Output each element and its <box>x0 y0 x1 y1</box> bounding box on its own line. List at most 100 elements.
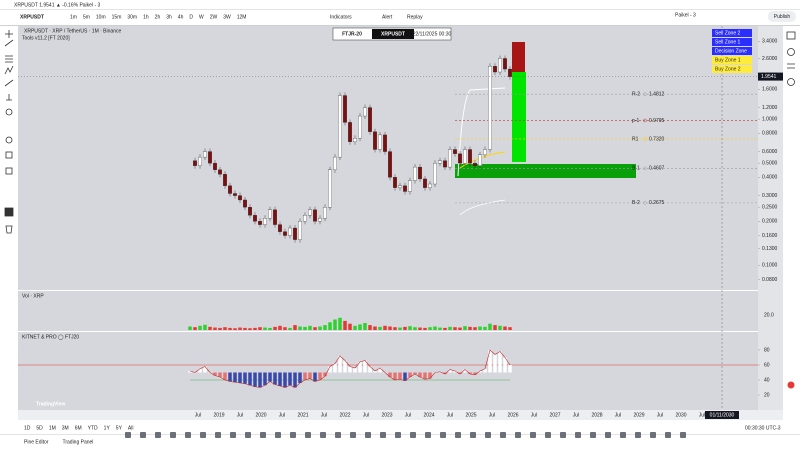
draw-tool[interactable] <box>335 432 341 438</box>
range-button[interactable]: 1M <box>49 425 56 431</box>
draw-tool[interactable] <box>380 432 386 438</box>
draw-tool[interactable] <box>530 432 536 438</box>
time-label: 2019 <box>213 412 224 418</box>
draw-tool[interactable] <box>350 432 356 438</box>
indicators-button[interactable]: Indicators <box>330 14 352 20</box>
interval-button[interactable]: 1h <box>143 14 149 20</box>
range-button[interactable]: 6M <box>75 425 82 431</box>
tool-zoom[interactable] <box>5 136 13 144</box>
candle <box>438 160 442 164</box>
candle <box>278 224 282 232</box>
tool-line[interactable] <box>4 39 14 47</box>
layout-name[interactable]: Paikel - 3 <box>675 12 696 18</box>
draw-tool[interactable] <box>650 432 656 438</box>
publish-button[interactable] <box>768 11 796 22</box>
symbol-search[interactable]: XRPUSDT <box>20 14 44 20</box>
data-icon[interactable] <box>787 63 795 69</box>
draw-tool[interactable] <box>275 432 281 438</box>
draw-tool[interactable] <box>680 432 686 438</box>
drawing-toolbar[interactable] <box>125 432 686 438</box>
draw-tool[interactable] <box>425 432 431 438</box>
draw-tool[interactable] <box>545 432 551 438</box>
draw-tool[interactable] <box>155 432 161 438</box>
tool-brush[interactable] <box>4 79 14 87</box>
volume-bar <box>468 326 472 330</box>
range-button[interactable]: 5D <box>36 425 43 431</box>
draw-tool[interactable] <box>215 432 221 438</box>
draw-tool[interactable] <box>245 432 251 438</box>
interval-button[interactable]: 2W <box>210 14 218 20</box>
draw-tool[interactable] <box>395 432 401 438</box>
draw-tool[interactable] <box>470 432 476 438</box>
publish-label[interactable]: Publish <box>774 14 791 20</box>
chat-icon[interactable] <box>787 78 795 86</box>
alerts-icon[interactable] <box>787 48 795 56</box>
draw-tool[interactable] <box>260 432 266 438</box>
tool-pattern[interactable] <box>4 65 14 75</box>
volume-bar <box>258 327 262 330</box>
tool-cross[interactable] <box>5 30 13 38</box>
volume-bar <box>268 327 272 330</box>
draw-tool[interactable] <box>620 432 626 438</box>
panel-tab[interactable]: Trading Panel <box>62 439 93 445</box>
draw-tool[interactable] <box>485 432 491 438</box>
tool-measure[interactable] <box>5 108 13 116</box>
draw-tool[interactable] <box>170 432 176 438</box>
range-button[interactable]: 3M <box>62 425 69 431</box>
tool-icons[interactable] <box>4 30 14 234</box>
draw-tool[interactable] <box>665 432 671 438</box>
interval-button[interactable]: 10m <box>96 14 106 20</box>
draw-tool[interactable] <box>455 432 461 438</box>
interval-button[interactable]: 15m <box>112 14 122 20</box>
draw-tool[interactable] <box>320 432 326 438</box>
range-button[interactable]: 5Y <box>116 425 123 431</box>
draw-tool[interactable] <box>575 432 581 438</box>
panel-tab[interactable]: Pine Editor <box>24 439 49 445</box>
tool-hide[interactable] <box>4 207 14 217</box>
tool-magnet[interactable] <box>5 151 13 159</box>
draw-tool[interactable] <box>560 432 566 438</box>
interval-button[interactable]: 1m <box>70 14 77 20</box>
draw-tool[interactable] <box>365 432 371 438</box>
tool-fib[interactable] <box>5 55 13 63</box>
osc-bar <box>443 372 447 374</box>
draw-tool[interactable] <box>515 432 521 438</box>
draw-tool[interactable] <box>125 432 131 438</box>
interval-button[interactable]: 4h <box>178 14 184 20</box>
range-button[interactable]: YTD <box>88 425 98 431</box>
draw-tool[interactable] <box>500 432 506 438</box>
draw-tool[interactable] <box>635 432 641 438</box>
interval-button[interactable]: D <box>189 14 193 20</box>
draw-tool[interactable] <box>140 432 146 438</box>
volume-bar <box>453 327 457 330</box>
watchlist-icon[interactable] <box>786 31 796 40</box>
draw-tool[interactable] <box>410 432 416 438</box>
draw-tool[interactable] <box>440 432 446 438</box>
interval-button[interactable]: 12M <box>237 14 247 20</box>
range-button[interactable]: 1Y <box>104 425 111 431</box>
replay-button[interactable]: Replay <box>407 14 423 20</box>
tool-text[interactable] <box>6 94 12 101</box>
draw-tool[interactable] <box>590 432 596 438</box>
range-button[interactable]: 1D <box>24 425 31 431</box>
draw-tool[interactable] <box>200 432 206 438</box>
interval-button[interactable]: 3h <box>166 14 172 20</box>
draw-tool[interactable] <box>605 432 611 438</box>
tool-delete[interactable] <box>5 225 13 234</box>
level-dot <box>643 166 647 171</box>
draw-tool[interactable] <box>290 432 296 438</box>
tool-lock[interactable] <box>5 167 13 175</box>
alert-button[interactable]: Alert <box>382 14 393 20</box>
notify-icon[interactable] <box>787 381 795 389</box>
price-tick-label: 1.6000 <box>762 87 778 93</box>
draw-tool[interactable] <box>305 432 311 438</box>
interval-button[interactable]: 5m <box>83 14 90 20</box>
draw-tool[interactable] <box>185 432 191 438</box>
interval-button[interactable]: 30m <box>127 14 137 20</box>
interval-button[interactable]: 2h <box>155 14 161 20</box>
interval-button[interactable]: 3W <box>223 14 231 20</box>
draw-tool[interactable] <box>230 432 236 438</box>
range-button[interactable]: All <box>128 425 134 431</box>
interval-button[interactable]: W <box>199 14 204 20</box>
side-icons[interactable] <box>786 31 796 389</box>
